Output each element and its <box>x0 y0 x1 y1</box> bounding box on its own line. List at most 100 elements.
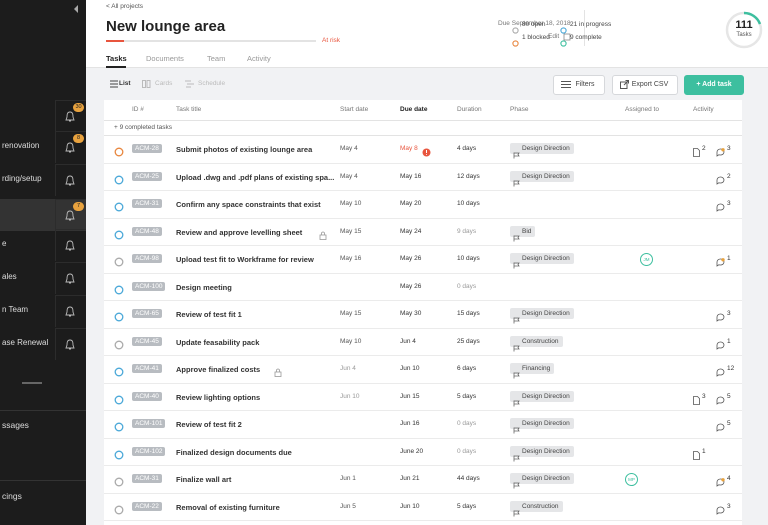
status-circle <box>114 254 124 267</box>
status-dot <box>560 34 567 47</box>
duration: 44 days <box>457 475 480 482</box>
filters-label: Filters <box>575 81 595 88</box>
tab[interactable]: Team <box>207 54 226 63</box>
duration: 5 days <box>457 392 477 400</box>
badge: 8 <box>73 134 84 143</box>
nav-messages[interactable]: ssages <box>2 420 29 430</box>
duration: 10 days <box>457 200 480 207</box>
phase-tag: Design Direction <box>510 308 574 319</box>
divider <box>104 355 742 356</box>
column-header[interactable]: Activity <box>693 106 714 113</box>
tab[interactable]: Documents <box>146 54 184 63</box>
nav-item[interactable]: ase Renewal <box>2 338 49 347</box>
task-title[interactable]: Removal of existing furniture <box>176 502 280 512</box>
filters-button[interactable]: Filters <box>553 75 605 95</box>
badge: 30 <box>73 103 84 112</box>
edit-link[interactable]: Edit <box>548 33 560 40</box>
status-circle <box>114 227 124 239</box>
comment-icon <box>716 502 725 515</box>
status-dot <box>512 21 519 34</box>
status-count: 1 blocked <box>522 34 550 41</box>
column-header[interactable]: ID # <box>132 106 144 113</box>
task-id: ACM-28 <box>132 144 162 153</box>
task-title[interactable]: Review of test fit 1 <box>176 310 242 319</box>
task-title[interactable]: Upload .dwg and .pdf plans of existing s… <box>176 172 335 182</box>
divider <box>55 328 86 329</box>
column-header[interactable]: Duration <box>457 106 482 113</box>
column-header[interactable]: Task title <box>176 106 202 113</box>
task-title[interactable]: Upload test fit to Workframe for review <box>176 255 314 264</box>
comment-icon <box>716 392 725 405</box>
duration: 9 days <box>457 227 477 235</box>
column-header[interactable]: Phase <box>510 106 529 113</box>
flag-icon <box>513 366 520 379</box>
due-date: June 20 <box>400 447 424 455</box>
bell-icon <box>65 305 75 317</box>
divider <box>104 245 742 246</box>
task-title[interactable]: Review of test fit 2 <box>176 420 242 429</box>
alert-icon <box>422 144 431 157</box>
column-header[interactable]: Assigned to <box>625 106 659 113</box>
collapse-icon <box>74 5 78 13</box>
view-toggle[interactable]: Cards <box>155 80 173 87</box>
bell-icon <box>65 272 75 284</box>
duration: 0 days <box>457 282 477 290</box>
comment-count: 3 <box>727 200 731 207</box>
task-title[interactable]: Design meeting <box>176 282 232 292</box>
task-title[interactable]: Update feasability pack <box>176 337 260 347</box>
nav-item[interactable]: rding/setup <box>2 174 42 183</box>
edit-icon <box>563 33 571 41</box>
duration: 0 days <box>457 420 477 427</box>
nav-item[interactable]: e <box>2 239 7 248</box>
divider <box>0 410 86 411</box>
nav-item[interactable]: ales <box>2 272 17 281</box>
doc-count: 2 <box>702 145 706 152</box>
tab[interactable]: Tasks <box>106 54 127 63</box>
divider <box>86 67 768 68</box>
task-title[interactable]: Review and approve levelling sheet <box>176 227 303 237</box>
comment-icon <box>716 364 725 377</box>
due-date: May 20 <box>400 200 422 207</box>
tab[interactable]: Activity <box>247 54 271 63</box>
task-title[interactable]: Finalized design documents due <box>176 447 292 457</box>
add-task-button[interactable]: + Add task <box>684 75 744 95</box>
task-title[interactable]: Review lighting options <box>176 392 261 402</box>
duration: 5 days <box>457 502 477 510</box>
nav-item[interactable]: renovation <box>2 141 40 150</box>
selected-row <box>0 199 86 231</box>
view-toggle[interactable]: List <box>119 80 131 87</box>
column-header[interactable]: Due date <box>400 106 428 113</box>
task-title[interactable]: Confirm any space constraints that exist <box>176 200 321 209</box>
task-title[interactable]: Approve finalized costs <box>176 365 261 374</box>
nav-settings[interactable]: cings <box>2 491 22 501</box>
divider <box>55 229 86 230</box>
export-icon <box>620 80 629 89</box>
due-date: Due September 18, 2018 <box>498 20 571 27</box>
task-title[interactable]: Finalize wall art <box>176 475 232 484</box>
completed-toggle[interactable]: + 9 completed tasks <box>114 124 172 131</box>
risk-status: At risk <box>322 37 341 44</box>
comment-icon <box>716 419 725 432</box>
flag-icon <box>513 174 520 186</box>
bell-icon <box>65 174 75 186</box>
divider <box>55 328 56 360</box>
due-date: Jun 10 <box>400 365 420 372</box>
task-id: ACM-98 <box>132 254 162 263</box>
duration: 10 days <box>457 255 480 262</box>
start-date: May 10 <box>340 200 362 207</box>
column-header[interactable]: Start date <box>340 106 369 113</box>
start-date: Jun 1 <box>340 475 356 482</box>
back-link[interactable]: < All projects <box>106 3 144 10</box>
phase-tag: Design Direction <box>510 418 574 429</box>
task-id: ACM-22 <box>132 501 162 511</box>
nav-item[interactable]: n Team <box>2 305 29 314</box>
cards-icon <box>142 80 151 88</box>
bell-icon <box>65 209 75 221</box>
flag-icon <box>513 449 520 461</box>
view-toggle[interactable]: Schedule <box>198 80 226 87</box>
status-circle <box>114 392 124 404</box>
comment-count: 3 <box>727 145 731 152</box>
status-circle <box>114 144 124 157</box>
task-title[interactable]: Submit photos of existing lounge area <box>176 145 313 154</box>
status-circle <box>114 282 124 294</box>
